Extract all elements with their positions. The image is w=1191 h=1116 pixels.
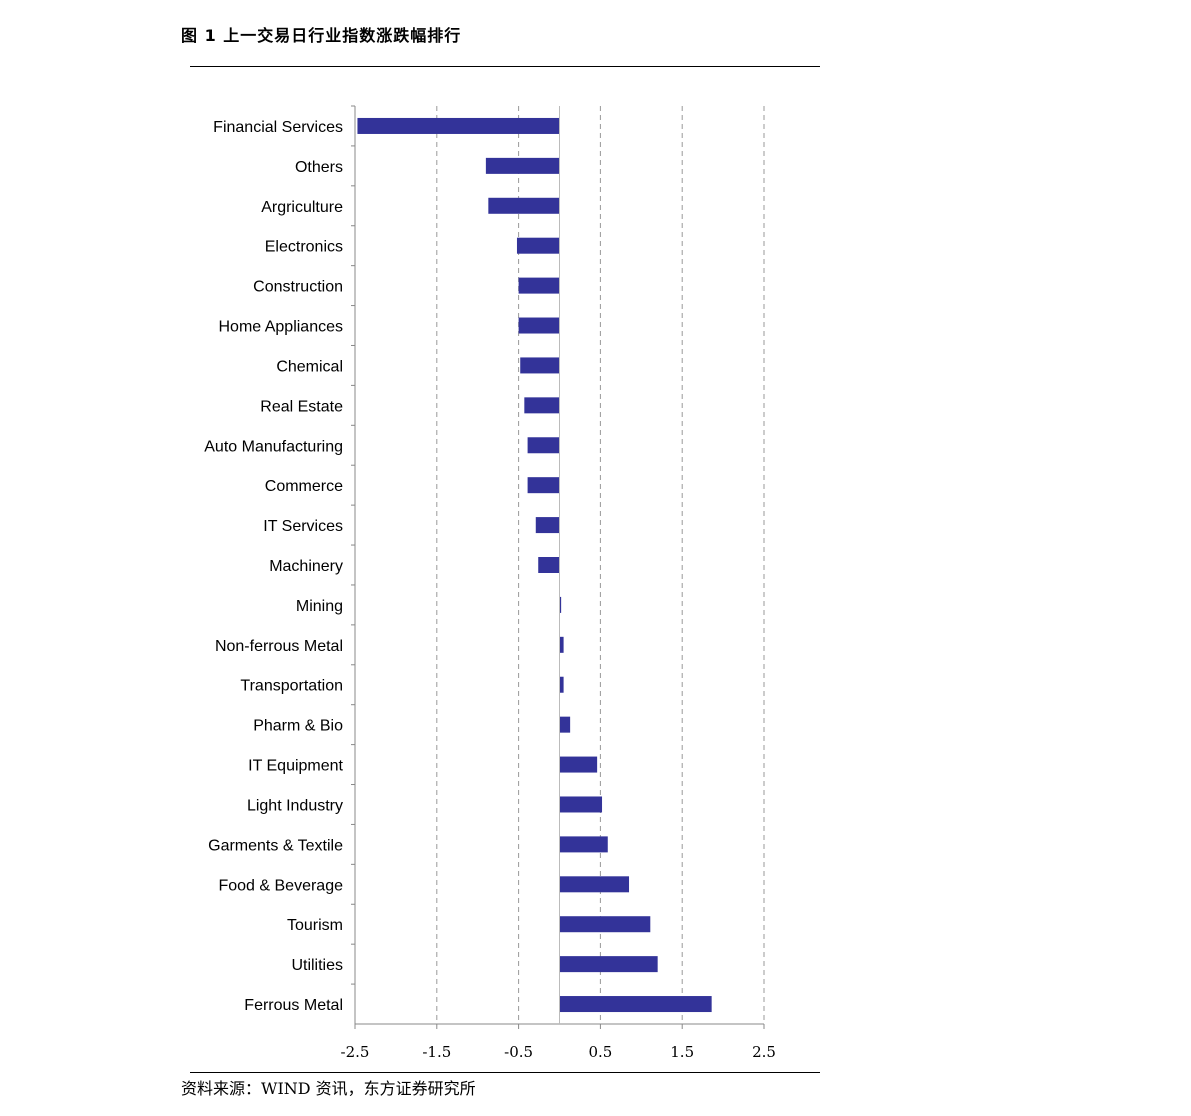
axes bbox=[351, 105, 765, 1029]
category-label: Chemical bbox=[276, 358, 343, 375]
bar bbox=[524, 397, 560, 414]
category-label: Argriculture bbox=[261, 199, 343, 216]
bar bbox=[518, 317, 560, 334]
x-tick-label: -1.5 bbox=[422, 1043, 451, 1061]
bar bbox=[527, 477, 560, 494]
category-label: Commerce bbox=[265, 478, 343, 495]
bar bbox=[357, 117, 560, 134]
x-tick-label: 1.5 bbox=[670, 1043, 694, 1061]
bar bbox=[520, 357, 560, 374]
bar bbox=[518, 277, 560, 294]
x-tick-label: 2.5 bbox=[752, 1043, 776, 1061]
category-label: Construction bbox=[253, 279, 343, 296]
bar bbox=[516, 237, 560, 254]
bar bbox=[559, 956, 658, 973]
category-labels: Financial Services Others Argriculture Elec… bbox=[204, 119, 343, 1014]
category-label: Auto Manufacturing bbox=[204, 438, 343, 455]
bar bbox=[559, 596, 562, 613]
source-note: 资料来源：WIND 资讯，东方证券研究所 bbox=[181, 1079, 476, 1098]
category-label: IT Equipment bbox=[248, 758, 343, 775]
top-rule bbox=[190, 66, 820, 67]
bar bbox=[488, 197, 560, 214]
category-label: Food & Beverage bbox=[218, 877, 343, 894]
bar bbox=[559, 756, 598, 773]
bar bbox=[559, 636, 564, 653]
category-label: Garments & Textile bbox=[208, 837, 343, 854]
category-label: Financial Services bbox=[213, 119, 343, 136]
x-tick-label: 0.5 bbox=[588, 1043, 612, 1061]
category-label: Home Appliances bbox=[218, 319, 343, 336]
bar bbox=[527, 437, 560, 454]
category-label: Transportation bbox=[240, 678, 343, 695]
category-label: Ferrous Metal bbox=[244, 997, 343, 1014]
x-tick-label: -2.5 bbox=[341, 1043, 370, 1061]
tick-labels: -2.5 -1.5 -0.5 0.5 1.5 2.5 bbox=[341, 1043, 776, 1061]
bar bbox=[559, 716, 571, 733]
bar bbox=[538, 557, 560, 573]
category-label: Electronics bbox=[265, 239, 343, 256]
bar bbox=[485, 157, 560, 174]
bars bbox=[357, 117, 712, 1013]
bar bbox=[559, 916, 651, 933]
bar bbox=[559, 796, 603, 813]
grid-lines bbox=[436, 106, 765, 1024]
category-label: Mining bbox=[296, 598, 343, 615]
bar bbox=[559, 676, 564, 693]
category-label: Utilities bbox=[291, 957, 343, 974]
category-label: Real Estate bbox=[260, 398, 343, 415]
category-label: Machinery bbox=[269, 558, 343, 575]
category-label: Pharm & Bio bbox=[253, 718, 343, 735]
category-label: Non-ferrous Metal bbox=[215, 638, 343, 655]
bar bbox=[559, 836, 608, 853]
bar bbox=[559, 996, 712, 1013]
bar bbox=[559, 876, 630, 893]
bar bbox=[535, 517, 560, 534]
bottom-rule bbox=[190, 1072, 820, 1073]
x-tick-label: -0.5 bbox=[504, 1043, 533, 1061]
category-label: Others bbox=[295, 159, 343, 176]
category-label: Tourism bbox=[287, 917, 343, 934]
figure-title: 图 1 上一交易日行业指数涨跌幅排行 bbox=[181, 26, 462, 45]
category-label: Light Industry bbox=[247, 797, 343, 814]
category-label: IT Services bbox=[263, 518, 343, 535]
